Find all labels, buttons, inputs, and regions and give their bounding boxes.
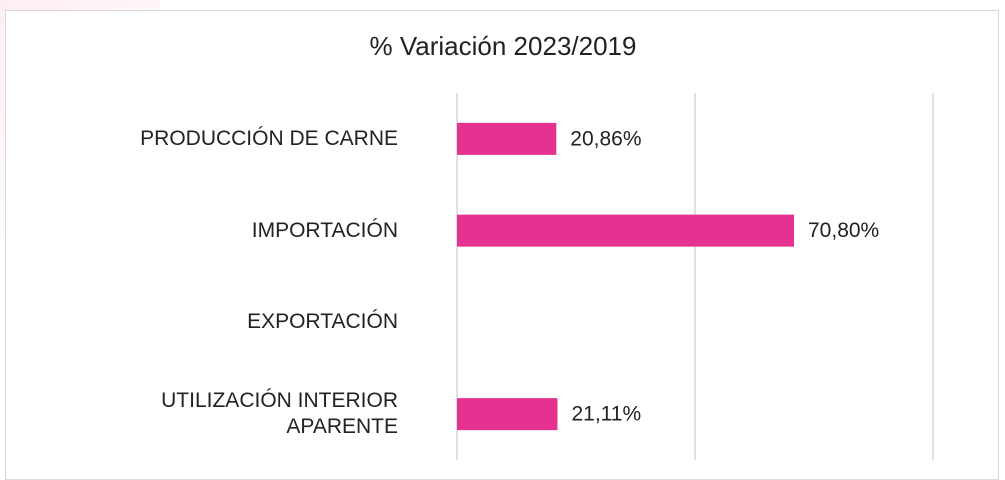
y-tick-label: PRODUCCIÓN DE CARNE bbox=[140, 126, 398, 150]
bar bbox=[457, 398, 558, 431]
y-tick-label: UTILIZACIÓN INTERIOR APARENTE bbox=[161, 389, 398, 439]
bar bbox=[457, 122, 557, 155]
chart-title: % Variación 2023/2019 bbox=[370, 31, 637, 61]
data-label: 20,86% bbox=[570, 127, 641, 150]
bar bbox=[457, 214, 795, 247]
y-tick-label: EXPORTACIÓN bbox=[247, 310, 398, 334]
data-label: 70,80% bbox=[808, 219, 879, 242]
y-tick-label: IMPORTACIÓN bbox=[251, 218, 398, 242]
data-label: 21,11% bbox=[571, 403, 641, 426]
